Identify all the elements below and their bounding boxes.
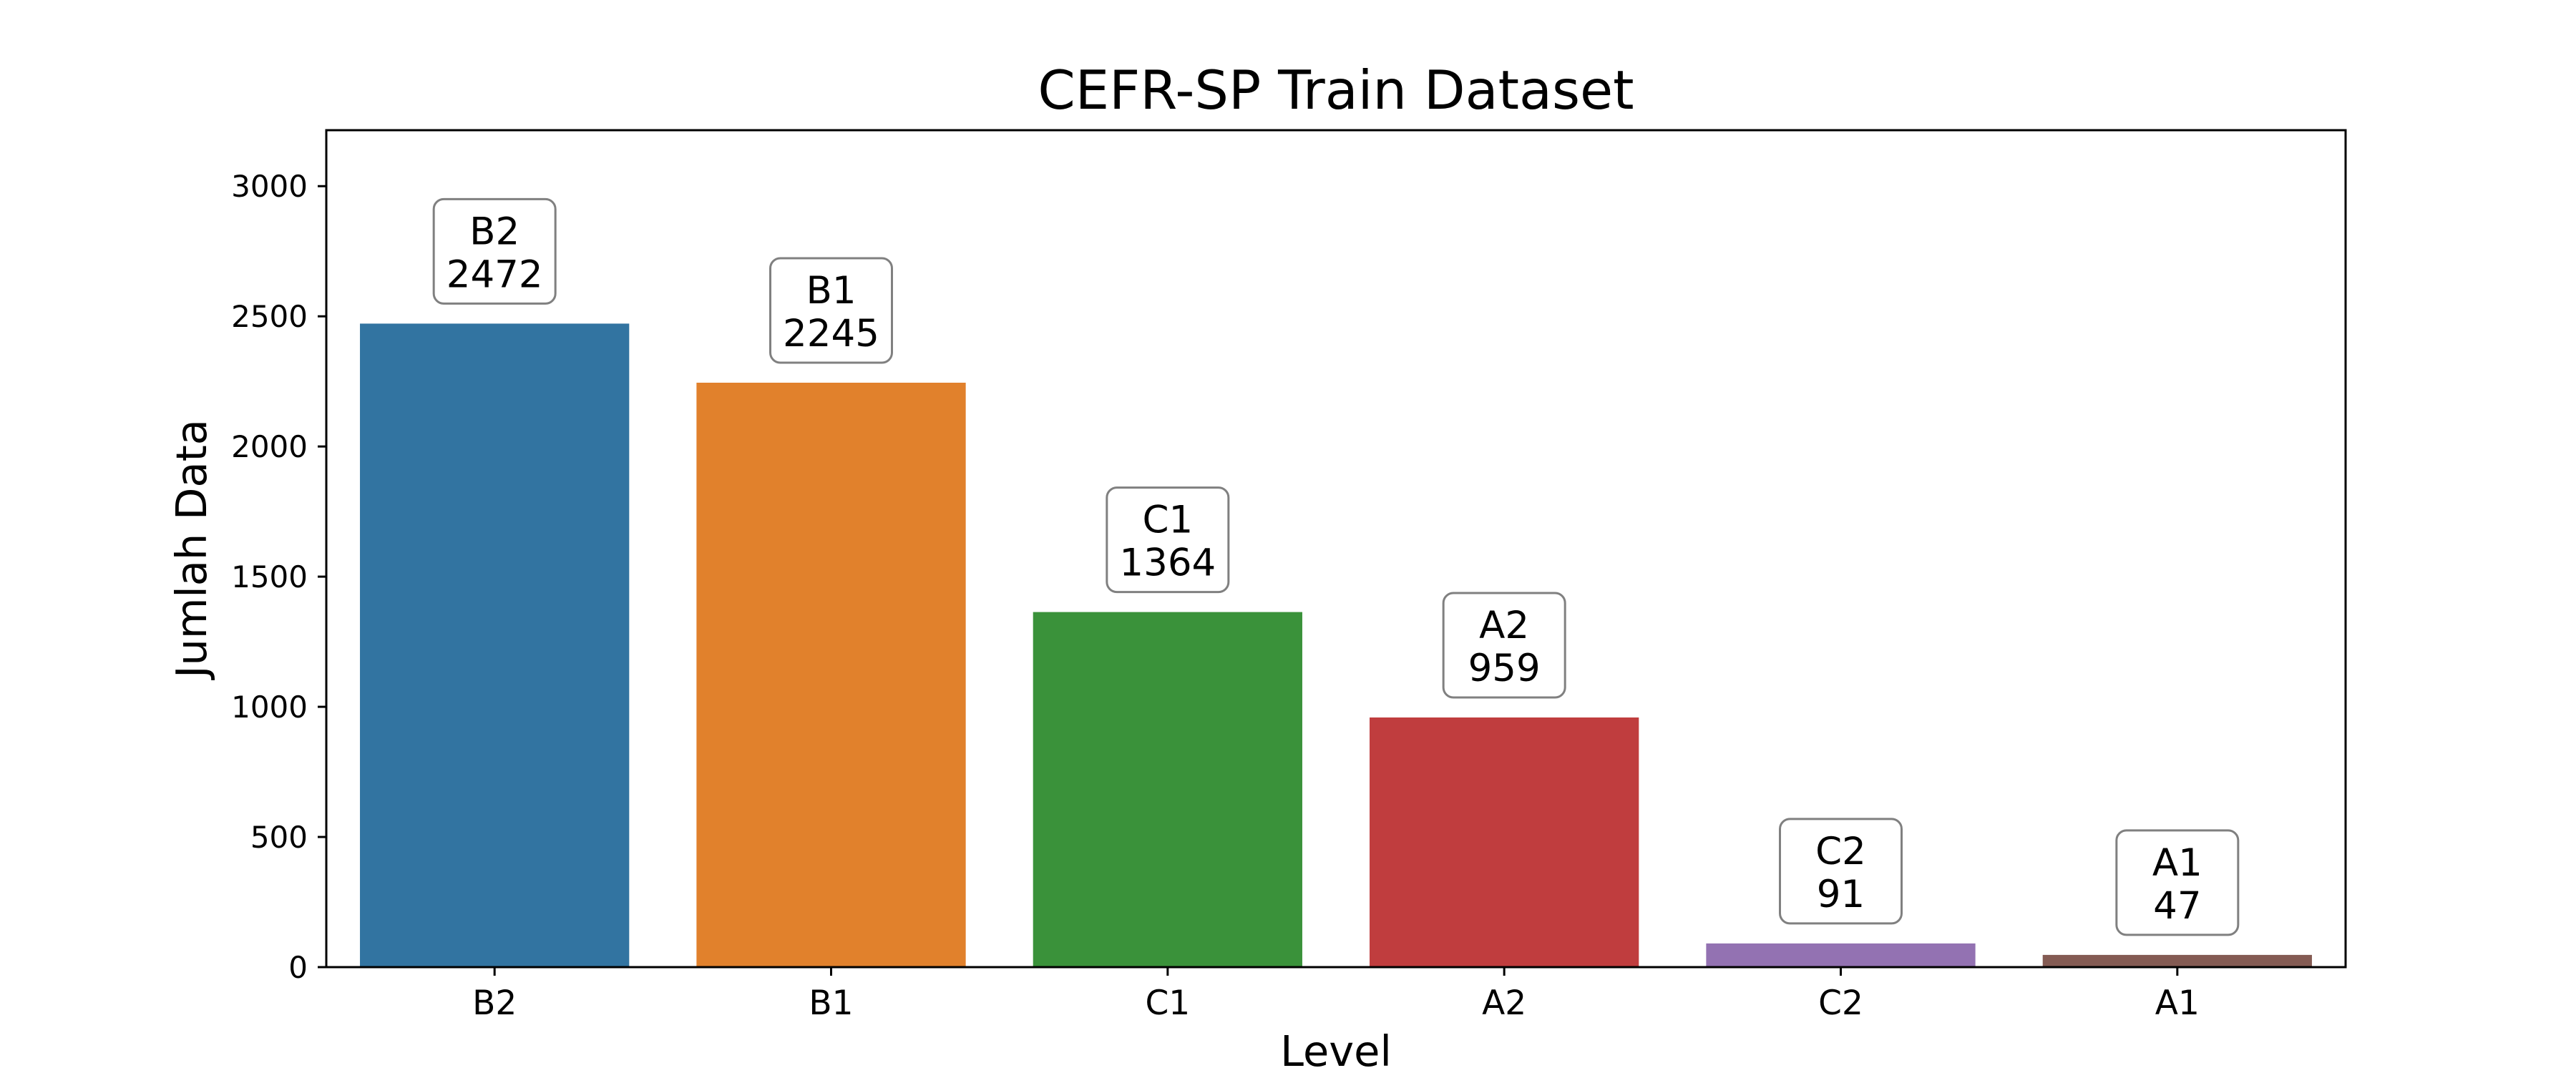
x-axis-label: Level xyxy=(1280,1027,1392,1073)
data-label-level: C2 xyxy=(1815,830,1866,873)
data-label-level: A1 xyxy=(2152,841,2202,885)
x-tick-label: B1 xyxy=(809,984,853,1023)
y-tick-label: 500 xyxy=(250,820,308,855)
x-tick-label: B2 xyxy=(472,984,517,1023)
x-tick-label: A2 xyxy=(1482,984,1526,1023)
data-label-box xyxy=(432,197,557,305)
bar-c2 xyxy=(1706,943,1976,967)
data-label-value: 2472 xyxy=(447,253,543,296)
x-tick-label: C2 xyxy=(1818,984,1863,1023)
data-label-value: 1364 xyxy=(1119,542,1216,585)
bar-a1 xyxy=(2042,954,2312,967)
y-tick-label: 1000 xyxy=(231,690,308,725)
y-tick-label: 1500 xyxy=(231,559,308,594)
data-label-box xyxy=(1779,818,1903,925)
data-label-value: 91 xyxy=(1817,873,1865,916)
data-label-box xyxy=(1442,592,1566,699)
data-label-value: 47 xyxy=(2153,884,2201,928)
y-axis: 0 500 1000 1500 2000 2500 3000 xyxy=(231,169,326,985)
bar-b1 xyxy=(696,383,966,967)
y-tick-label: 2500 xyxy=(231,299,308,334)
bar-b2 xyxy=(360,323,630,967)
bar-c1 xyxy=(1033,612,1302,967)
plot-frame xyxy=(325,129,2347,969)
data-label-level: B1 xyxy=(806,269,856,313)
data-label-box xyxy=(769,257,893,364)
x-tick-label: C1 xyxy=(1145,984,1190,1023)
bars-group xyxy=(360,323,2312,967)
chart-title: CEFR-SP Train Dataset xyxy=(1038,59,1634,122)
y-tick-label: 2000 xyxy=(231,429,308,464)
x-tick-label: A1 xyxy=(2155,984,2200,1023)
y-tick-label: 0 xyxy=(288,950,308,985)
data-label-box xyxy=(2115,829,2240,936)
data-label-level: A2 xyxy=(1479,604,1529,647)
y-axis-label: Jumlah Data xyxy=(167,419,216,681)
data-label-value: 2245 xyxy=(783,312,879,356)
x-axis: B2 B1 C1 A2 C2 A1 xyxy=(472,967,2200,1023)
y-tick-label: 3000 xyxy=(231,169,308,204)
data-label-box xyxy=(1106,486,1230,594)
bar-a2 xyxy=(1370,717,1639,967)
data-label-level: B2 xyxy=(469,210,519,253)
data-label-level: C1 xyxy=(1142,499,1193,542)
data-label-value: 959 xyxy=(1468,647,1541,690)
